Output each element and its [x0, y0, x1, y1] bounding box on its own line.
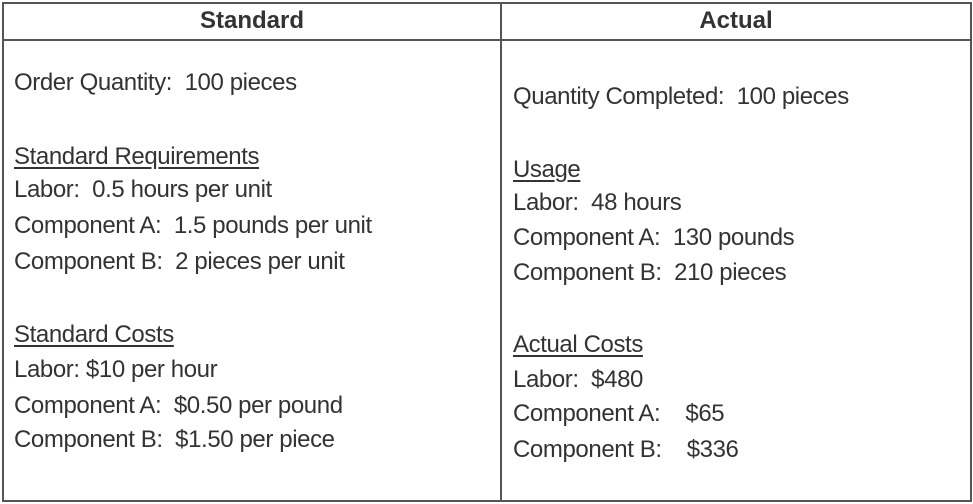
standard-costs-title: Standard Costs	[14, 321, 174, 348]
requirement-labor: Labor: 0.5 hours per unit	[14, 176, 272, 203]
actual-costs-title: Actual Costs	[513, 331, 643, 358]
requirement-component-a: Component A: 1.5 pounds per unit	[14, 212, 372, 239]
standard-cost-labor: Labor: $10 per hour	[14, 356, 218, 383]
header-actual: Actual	[699, 7, 773, 34]
actual-cost-component-a: Component A: $65	[513, 400, 725, 427]
actual-cost-component-b: Component B: $336	[513, 436, 739, 463]
standard-cost-component-b: Component B: $1.50 per piece	[14, 426, 335, 453]
requirement-component-b: Component B: 2 pieces per unit	[14, 248, 345, 275]
usage-component-a: Component A: 130 pounds	[513, 224, 795, 251]
column-divider	[500, 2, 502, 502]
actual-cost-labor: Labor: $480	[513, 366, 643, 393]
standard-cost-component-a: Component A: $0.50 per pound	[14, 392, 343, 419]
usage-labor: Labor: 48 hours	[513, 189, 682, 216]
order-quantity: Order Quantity: 100 pieces	[14, 69, 297, 96]
quantity-completed: Quantity Completed: 100 pieces	[513, 83, 849, 110]
header-divider	[2, 39, 972, 41]
usage-component-b: Component B: 210 pieces	[513, 259, 787, 286]
standard-requirements-title: Standard Requirements	[14, 143, 260, 170]
header-standard: Standard	[199, 7, 304, 34]
usage-title: Usage	[513, 156, 581, 183]
